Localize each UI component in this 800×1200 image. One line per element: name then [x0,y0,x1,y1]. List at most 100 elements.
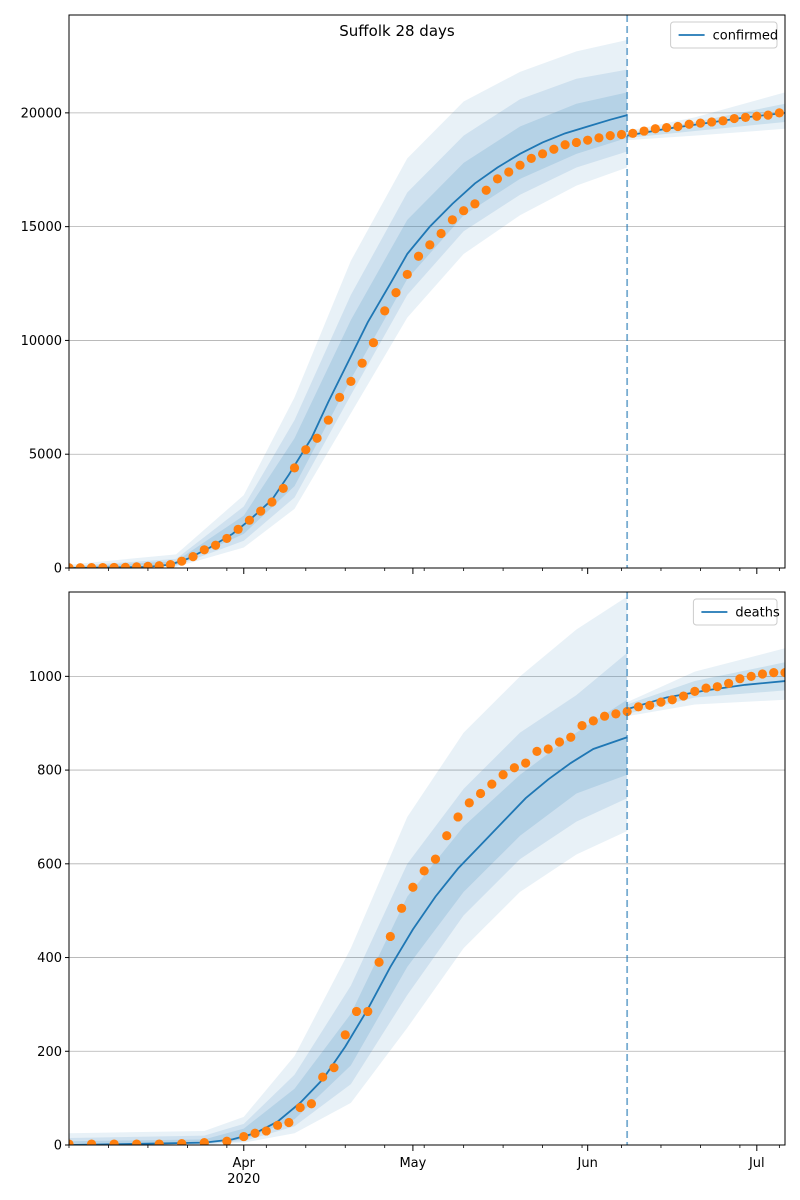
observed-point [684,119,694,129]
y-tick-label: 15000 [21,220,62,235]
observed-point [391,288,401,298]
observed-point [537,149,548,159]
legend-label: deaths [735,606,780,621]
uncertainty-band [69,596,628,1145]
observed-point [633,702,644,712]
axes-frame [68,14,786,569]
observed-point [442,831,452,841]
observed-point [154,1139,164,1145]
observed-point [735,674,745,684]
observed-point [554,737,565,747]
observed-point [678,691,689,701]
observed-point [222,1136,232,1145]
confirmed-chart: 0 5000 10000 15000 20000 confirmed [21,14,786,577]
observed-point [656,697,666,707]
observed-point [583,135,593,145]
observed-point [69,563,74,568]
uncertainty-band [69,699,628,1145]
observed-point [154,561,164,568]
observed-point [712,682,722,692]
observed-point [267,497,277,507]
observed-point [645,700,655,711]
observed-point [515,160,525,170]
observed-point [526,153,536,163]
observed-point [611,709,621,719]
observed-point [695,118,706,128]
legend-box [692,598,778,626]
observed-point [86,1139,97,1145]
x-tick-label: May [399,1156,426,1171]
observed-point [746,671,756,681]
observed-point [566,732,576,742]
observed-point [571,137,582,148]
x-year-label: 2020 [227,1172,260,1187]
observed-point [165,559,176,568]
observed-point [272,1120,283,1130]
y-tick-label: 800 [37,764,62,779]
observed-point [69,1139,74,1145]
legend-label: confirmed [713,29,779,44]
axes-frame [68,591,786,1146]
observed-point [244,515,255,525]
observed-point [752,111,762,121]
observed-point [453,812,463,822]
observed-point [667,695,677,705]
observed-point [374,957,384,967]
x-tick-label: Jul [748,1156,765,1171]
observed-point [363,1006,373,1017]
observed-point [521,758,531,768]
observed-point [498,770,508,780]
observed-point [109,1139,119,1145]
observed-point [430,854,441,864]
observed-point [385,931,395,942]
observed-point [673,121,683,132]
plot-area [69,596,785,1145]
observed-point [284,1117,294,1128]
observed-point [323,415,333,425]
observed-point [588,716,598,726]
observed-point [143,561,153,568]
observed-point [256,506,266,516]
observed-point [729,113,739,124]
observed-point [177,556,187,566]
observed-point [98,562,108,568]
y-tick-label: 20000 [21,106,62,121]
observed-point [86,563,97,568]
observed-point [295,1102,305,1113]
x-tick-label: Apr [233,1156,256,1171]
observed-point [628,128,638,138]
observed-point [306,1099,317,1109]
observed-point [718,116,728,126]
observed-point [599,711,610,721]
observed-point [250,1128,260,1138]
observed-point [222,533,232,544]
legend-box [670,21,778,49]
observed-point [701,683,711,693]
observed-point [397,903,407,913]
observed-point [132,1139,142,1145]
legend: deaths [692,598,780,626]
observed-point [740,112,751,123]
observed-point [351,1006,362,1017]
observed-point [278,483,288,493]
observed-point [210,540,221,550]
model-line [69,114,628,568]
observed-point [408,882,418,892]
observed-point [199,545,209,555]
observed-point [504,167,514,177]
observed-point [413,251,424,261]
observed-point [481,185,491,195]
y-tick-label: 1000 [29,670,62,685]
observed-point [780,668,785,678]
y-tick-label: 10000 [21,334,62,349]
observed-point [616,129,627,140]
y-tick-label: 200 [37,1045,62,1060]
observed-point [357,358,367,368]
uncertainty-band [69,92,628,568]
observed-point [532,746,542,756]
observed-point [261,1126,271,1136]
y-tick-label: 5000 [29,448,62,463]
observed-point [763,110,773,120]
observed-point [605,131,615,141]
